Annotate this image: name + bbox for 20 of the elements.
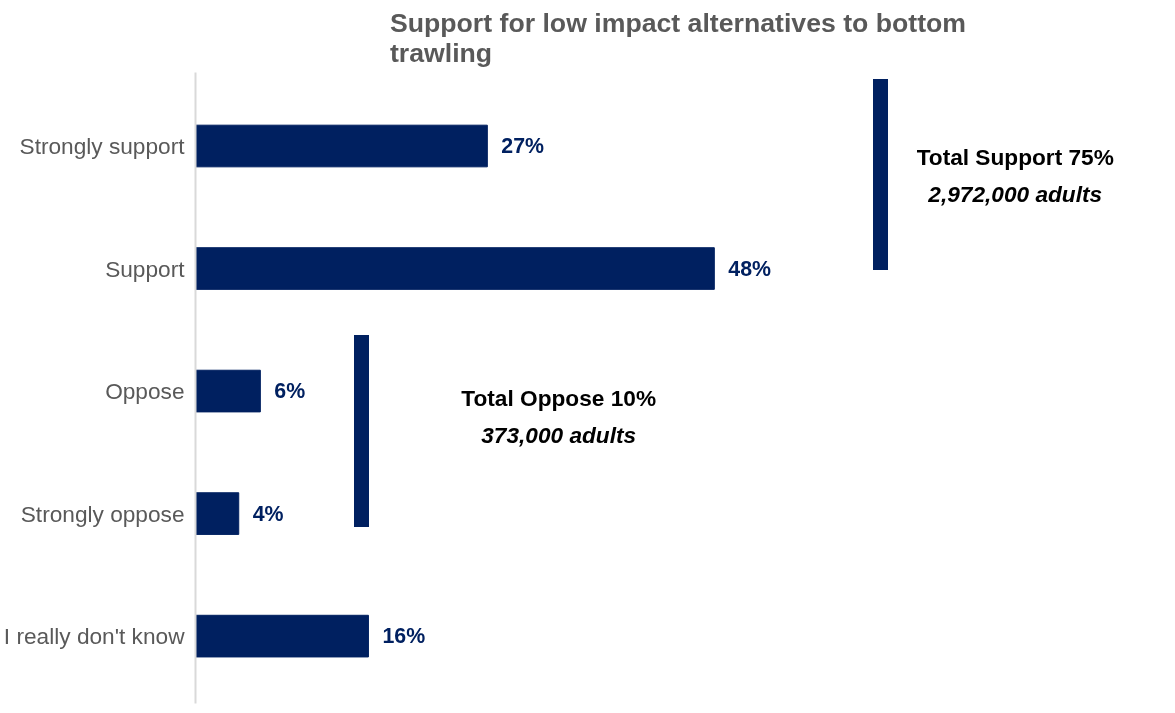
data-label: 4% [252, 501, 284, 526]
bar [195, 247, 715, 290]
y-tick-label: Oppose [105, 378, 185, 405]
bar [195, 369, 261, 413]
annotation: 373,000 adults [481, 422, 637, 449]
y-tick-label: Strongly oppose [20, 500, 185, 527]
data-label: 6% [274, 379, 306, 404]
annotation: Total Oppose 10% [461, 385, 657, 412]
y-tick-label: Strongly support [19, 133, 186, 160]
data-label: 27% [501, 134, 545, 159]
bar [195, 124, 488, 168]
bar [195, 492, 240, 535]
y-tick-label: I really don't know [3, 623, 186, 650]
text: Total Support 75% [916, 144, 1114, 171]
chart-title: Support for low impact alternatives to bottom trawling [389, 7, 967, 68]
text: 2,972,000 adults [927, 180, 1103, 207]
y-tick-label: Support [105, 255, 186, 282]
data-label: 16% [382, 624, 426, 649]
data-label: 48% [728, 256, 772, 281]
bar [195, 614, 369, 658]
